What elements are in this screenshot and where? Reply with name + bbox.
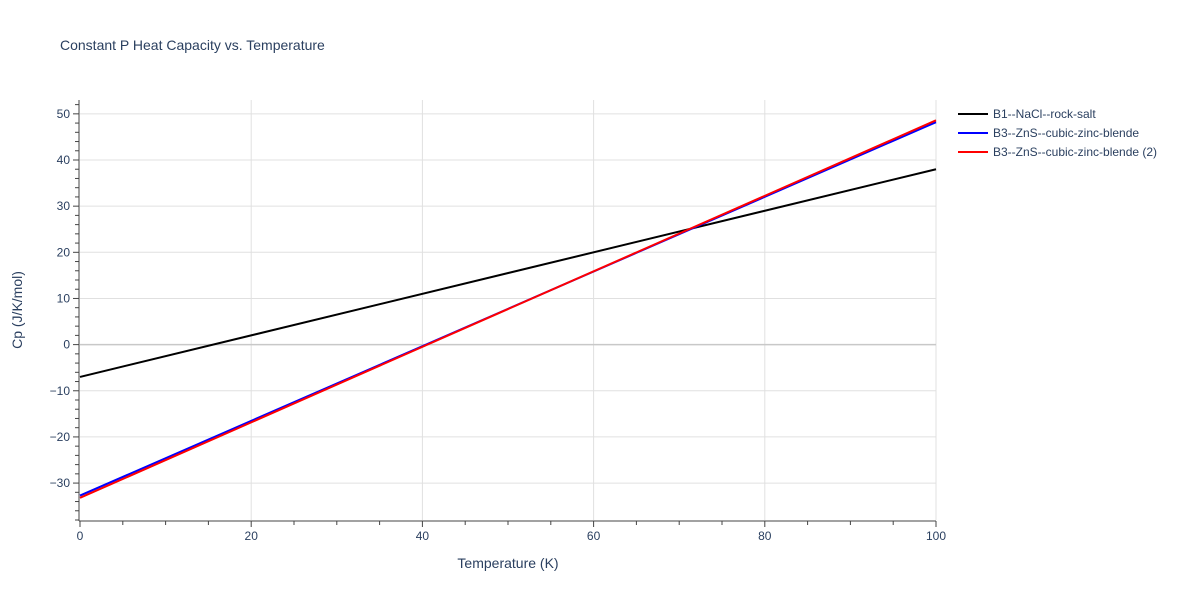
legend-label[interactable]: B3--ZnS--cubic-zinc-blende (2): [993, 145, 1157, 159]
x-tick-label: 40: [416, 529, 430, 543]
y-tick-label: 0: [63, 338, 70, 352]
legend-label[interactable]: B3--ZnS--cubic-zinc-blende: [993, 126, 1139, 140]
x-tick-label: 60: [587, 529, 601, 543]
y-tick-label: 20: [57, 245, 71, 259]
y-tick-label: 40: [57, 153, 71, 167]
series-line: [79, 168, 937, 378]
grid: [80, 100, 937, 520]
x-axis-title: Temperature (K): [457, 555, 558, 571]
x-tick-label: 0: [77, 529, 84, 543]
x-tick-label: 80: [758, 529, 772, 543]
legend-label[interactable]: B1--NaCl--rock-salt: [993, 107, 1096, 121]
chart-title: Constant P Heat Capacity vs. Temperature: [60, 37, 325, 53]
y-tick-label: −10: [50, 384, 71, 398]
y-tick-label: 50: [57, 107, 71, 121]
y-axis-title: Cp (J/K/mol): [9, 271, 25, 349]
y-tick-label: 10: [57, 291, 71, 305]
series-line: [79, 119, 937, 499]
x-tick-label: 100: [926, 529, 946, 543]
axes: 0 20 40 60 80 100 −30 −20 −10 0 10 20 30 40 50: [50, 100, 946, 543]
y-tick-label: −20: [50, 430, 71, 444]
y-tick-label: −30: [50, 476, 71, 490]
y-tick-label: 30: [57, 199, 71, 213]
x-tick-label: 20: [245, 529, 259, 543]
series-lines: [79, 119, 937, 499]
legend[interactable]: B1--NaCl--rock-salt B3--ZnS--cubic-zinc-b…: [958, 107, 1157, 159]
